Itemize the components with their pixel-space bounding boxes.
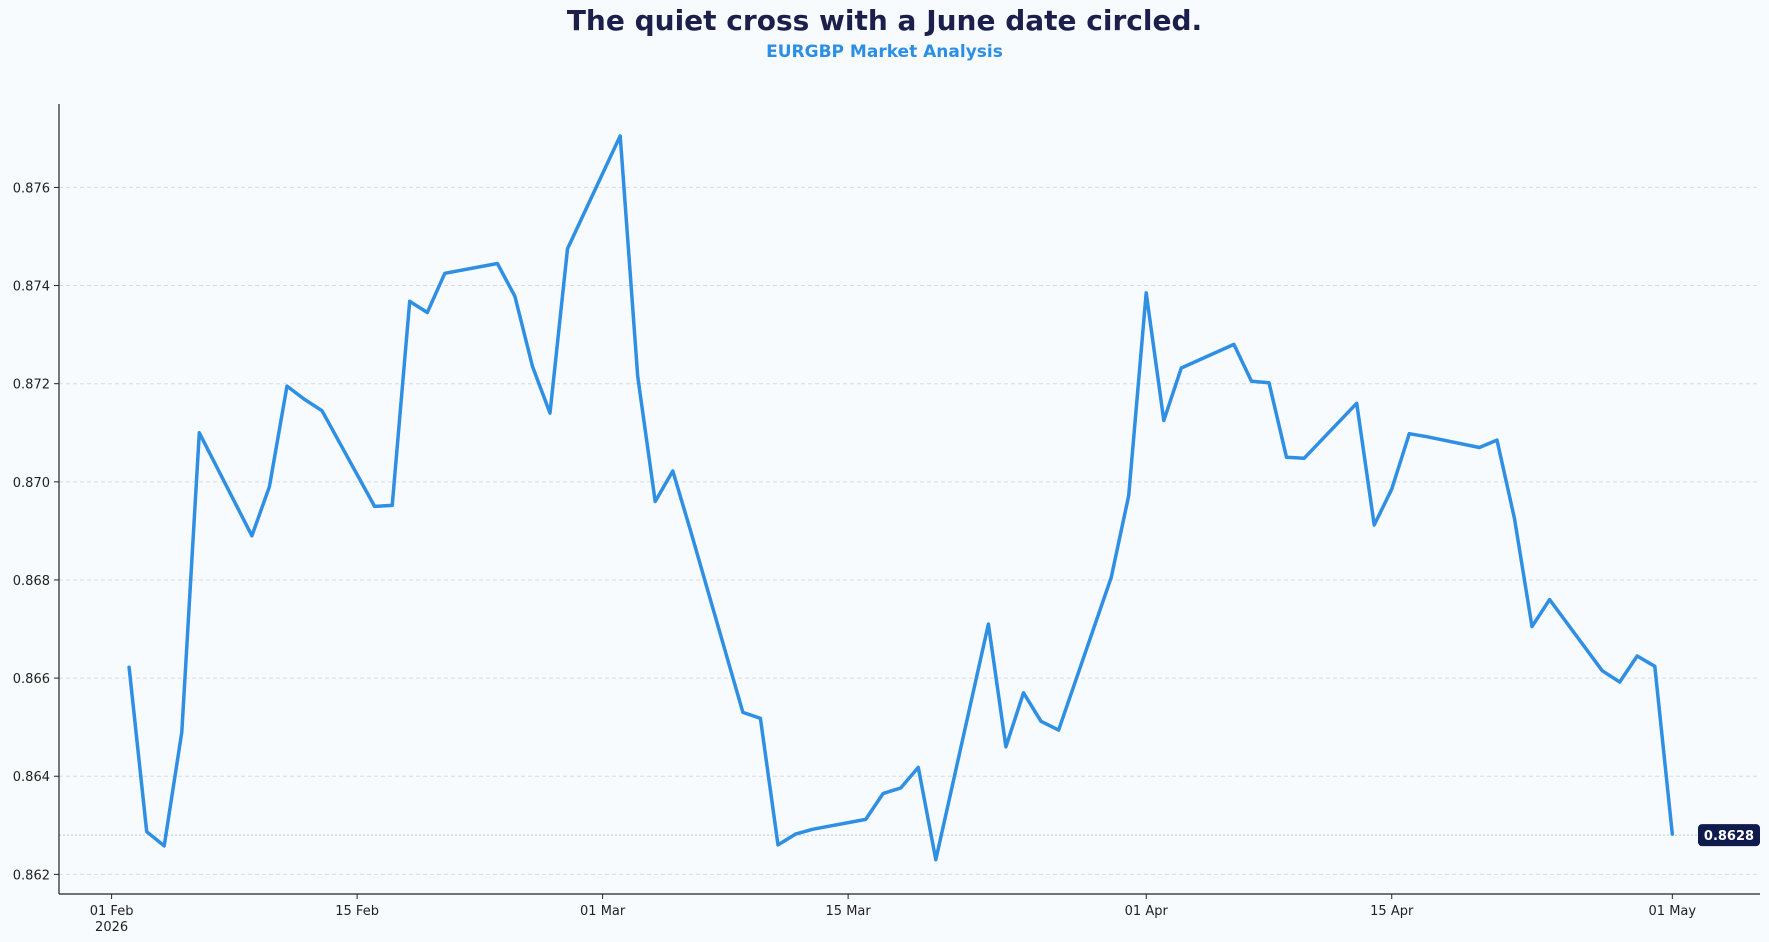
x-tick-label: 01 Apr (1125, 904, 1169, 919)
x-tick-sublabel: 2026 (95, 920, 128, 935)
x-tick-label: 15 Mar (826, 904, 872, 919)
last-value-label: 0.8628 (1704, 829, 1754, 844)
chart-subtitle: EURGBP Market Analysis (766, 42, 1003, 62)
y-axis-ticks: 0.862 0.864 0.866 0.868 0.870 0.872 0.874 0.876 (13, 181, 59, 883)
axes (58, 104, 1760, 895)
chart-title: The quiet cross with a June date circled… (566, 4, 1203, 37)
y-tick-label: 0.872 (13, 378, 50, 393)
y-tick-label: 0.870 (13, 476, 50, 491)
series-layer (127, 134, 1675, 862)
x-tick-label: 01 Mar (580, 904, 626, 919)
last-value-badge-box (1698, 824, 1760, 847)
series-line (127, 134, 1675, 862)
y-tick-label: 0.866 (13, 672, 50, 687)
x-tick-label: 01 May (1649, 904, 1697, 919)
y-tick-label: 0.862 (13, 868, 50, 883)
gridlines (59, 186, 1760, 875)
x-tick-label: 01 Feb (90, 904, 134, 919)
last-value-badge: 0.8628 (1698, 824, 1760, 847)
x-tick-label: 15 Feb (335, 904, 379, 919)
x-tick-label: 15 Apr (1370, 904, 1414, 919)
y-tick-label: 0.874 (13, 280, 50, 295)
y-tick-label: 0.876 (13, 181, 50, 196)
y-tick-label: 0.868 (13, 574, 50, 589)
y-tick-label: 0.864 (13, 770, 50, 785)
